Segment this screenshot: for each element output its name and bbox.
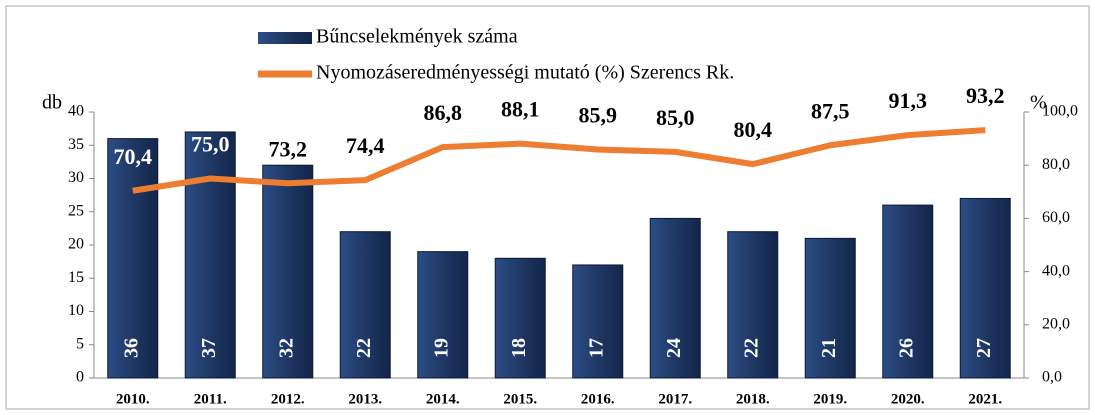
bar [882,204,934,379]
x-tick-label: 2014. [426,391,460,407]
y2-tick-label: 60,0 [1042,209,1070,226]
x-tick-label: 2020. [891,391,925,407]
line-value-label: 86,8 [424,100,463,125]
y2-axis-title: % [1030,92,1047,114]
legend-label: Nyomozáseredményességi mutató (%) Szeren… [316,62,734,84]
x-tick-label: 2012. [271,391,305,407]
legend-label: Bűncselekmények száma [316,26,518,48]
line-value-label: 85,9 [579,103,618,128]
x-tick-label: 2011. [194,391,227,407]
bar-value-label: 19 [430,338,452,358]
line-value-label: 85,0 [656,105,695,130]
y2-tick-label: 40,0 [1042,262,1070,279]
x-tick-label: 2015. [503,391,537,407]
x-tick-label: 2021. [968,391,1002,407]
bar-value-label: 27 [973,338,995,358]
x-tick-label: 2017. [658,391,692,407]
y-tick-label: 5 [76,335,84,352]
y-tick-label: 20 [68,236,84,253]
line-value-label: 73,2 [269,136,308,161]
y-tick-label: 10 [68,302,84,319]
x-tick-label: 2010. [116,391,150,407]
y-tick-label: 0 [76,369,84,386]
bar-value-label: 24 [663,338,685,358]
bar-value-label: 32 [275,338,297,358]
bar [959,197,1011,379]
line-value-label: 74,4 [346,133,385,158]
y-tick-label: 15 [68,269,84,286]
line-value-label: 80,4 [734,117,773,142]
bar [417,251,469,379]
y-tick-label: 35 [68,136,84,153]
bar-value-label: 26 [895,338,917,358]
bar-value-label: 37 [198,338,220,358]
line-value-label: 91,3 [889,88,928,113]
bar-value-label: 21 [818,338,840,358]
bar-value-label: 36 [120,338,142,358]
bar-value-label: 18 [508,338,530,358]
y-tick-label: 40 [68,103,84,120]
line-value-label: 87,5 [811,98,850,123]
bar [649,217,701,379]
bar [184,131,236,379]
line [132,127,986,194]
y-tick-label: 25 [68,202,84,219]
bar [804,237,856,379]
bar [727,231,779,379]
bar [107,138,159,379]
y2-tick-label: 0,0 [1042,369,1062,386]
bar [494,257,546,379]
line-value-label: 93,2 [966,83,1005,108]
y-tick-label: 30 [68,169,84,186]
bar-value-label: 17 [585,338,607,358]
legend-swatch [258,32,312,44]
y2-tick-label: 20,0 [1042,315,1070,332]
line-value-label: 75,0 [191,132,230,157]
y2-tick-label: 100,0 [1042,103,1078,120]
bar [339,231,391,379]
x-tick-label: 2016. [581,391,615,407]
bar-value-label: 22 [353,338,375,358]
bar-value-label: 22 [740,338,762,358]
y-axis-title: db [42,92,62,114]
line-value-label: 70,4 [114,144,153,169]
bar [262,164,314,379]
y2-tick-label: 80,0 [1042,156,1070,173]
x-tick-label: 2013. [348,391,382,407]
x-tick-label: 2018. [736,391,770,407]
x-tick-label: 2019. [813,391,847,407]
bar [572,264,624,379]
line-value-label: 88,1 [501,97,540,122]
